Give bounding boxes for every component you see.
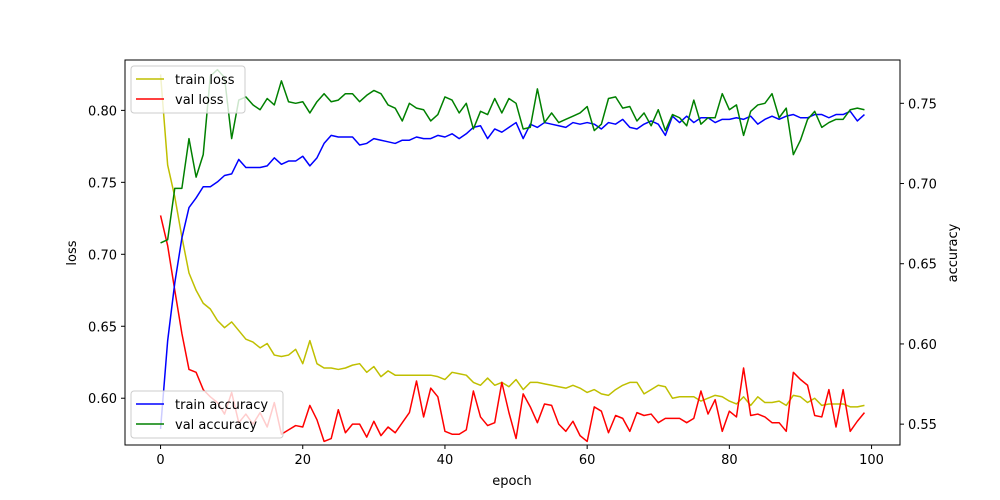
series-line-train-loss bbox=[159, 74, 865, 408]
legend-val-accuracy-label: val accuracy bbox=[175, 418, 257, 433]
y-left-ticks: 0.60 0.65 0.70 0.75 0.80 bbox=[88, 104, 125, 407]
y-axis-left-label: loss bbox=[65, 240, 80, 265]
y-right-tick-label: 0.70 bbox=[908, 178, 937, 193]
legend-train-accuracy-label: train accuracy bbox=[175, 398, 268, 413]
legend-accuracy-box bbox=[130, 390, 284, 439]
plot-frame bbox=[124, 59, 901, 446]
x-tick-label: 60 bbox=[579, 453, 596, 468]
legend-val-loss-label: val loss bbox=[175, 93, 224, 108]
y-left-tick-label: 0.65 bbox=[88, 320, 117, 335]
legend-accuracy: train accuracy val accuracy bbox=[130, 390, 284, 439]
y-left-tick-label: 0.60 bbox=[88, 392, 117, 407]
y-right-tick-label: 0.65 bbox=[908, 258, 937, 273]
y-left-tick-label: 0.70 bbox=[88, 248, 117, 263]
series-line-train-accuracy bbox=[159, 110, 865, 430]
y-left-tick-label: 0.75 bbox=[88, 176, 117, 191]
x-ticks: 0 20 40 60 80 100 bbox=[156, 445, 884, 468]
y-left-tick-label: 0.80 bbox=[88, 104, 117, 119]
x-tick-label: 20 bbox=[294, 453, 311, 468]
y-right-ticks: 0.55 0.60 0.65 0.70 0.75 bbox=[900, 97, 937, 433]
series-line-val-accuracy bbox=[160, 68, 865, 244]
y-right-tick-label: 0.60 bbox=[908, 338, 937, 353]
x-axis-label: epoch bbox=[492, 474, 532, 489]
y-axis-right-label: accuracy bbox=[946, 223, 961, 282]
y-right-tick-label: 0.55 bbox=[908, 418, 937, 433]
y-right-tick-label: 0.75 bbox=[908, 97, 937, 112]
x-tick-label: 100 bbox=[859, 453, 884, 468]
legend-train-loss-label: train loss bbox=[175, 73, 235, 88]
legend-loss-box bbox=[130, 65, 246, 114]
x-tick-label: 40 bbox=[437, 453, 454, 468]
legend-loss: train loss val loss bbox=[130, 65, 246, 114]
x-tick-label: 0 bbox=[156, 453, 164, 468]
x-tick-label: 80 bbox=[721, 453, 738, 468]
